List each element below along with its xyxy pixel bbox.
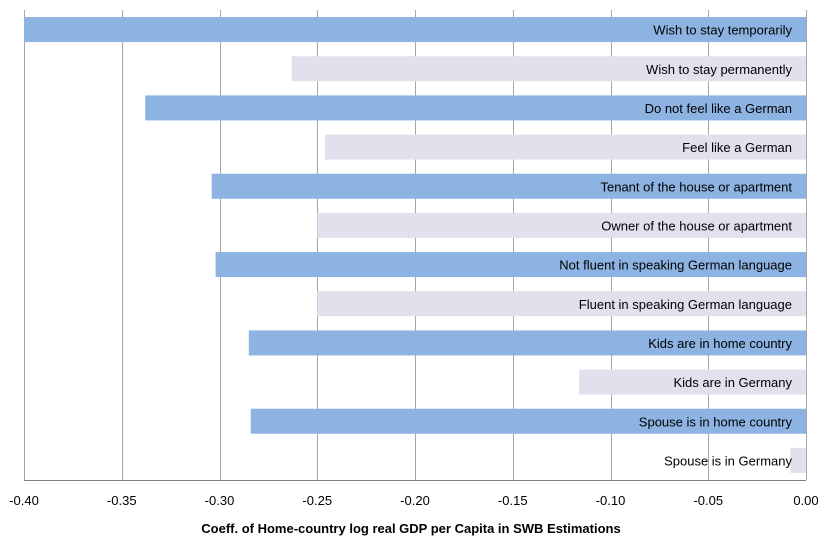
bar-label-6: Owner of the house or apartment bbox=[601, 218, 792, 233]
x-tick-label-7: -0.05 bbox=[693, 493, 723, 508]
x-tick-label-6: -0.10 bbox=[596, 493, 626, 508]
bar-label-5: Tenant of the house or apartment bbox=[600, 179, 792, 194]
x-tick-label-5: -0.15 bbox=[498, 493, 528, 508]
x-tick-label-8: 0.00 bbox=[793, 493, 818, 508]
bar-10 bbox=[579, 369, 806, 395]
bar-label-7: Not fluent in speaking German language bbox=[559, 258, 792, 273]
bar-label-2: Wish to stay permanently bbox=[646, 62, 792, 77]
bar-5 bbox=[211, 173, 806, 199]
bar-2 bbox=[291, 56, 807, 82]
x-tick-label-0: -0.40 bbox=[9, 493, 39, 508]
bar-12 bbox=[790, 447, 806, 473]
x-tick-label-2: -0.30 bbox=[205, 493, 235, 508]
bar-label-10: Kids are in Germany bbox=[674, 375, 793, 390]
x-axis-title: Coeff. of Home-country log real GDP per … bbox=[201, 521, 620, 536]
bar-label-1: Wish to stay temporarily bbox=[653, 23, 792, 38]
bar-label-9: Kids are in home country bbox=[648, 336, 792, 351]
x-tick-label-4: -0.20 bbox=[400, 493, 430, 508]
bar-8 bbox=[317, 291, 806, 317]
bar-11 bbox=[250, 408, 806, 434]
x-tick-labels: -0.40 -0.35 -0.30 -0.25 -0.20 -0.15 -0.10 -0.05… bbox=[9, 493, 818, 508]
bar-7 bbox=[215, 252, 807, 278]
x-tick-label-1: -0.35 bbox=[107, 493, 137, 508]
bar-label-12: Spouse is in Germany bbox=[664, 453, 792, 468]
bar-6 bbox=[317, 212, 806, 238]
bar-label-4: Feel like a German bbox=[682, 140, 792, 155]
category-labels: Wish to stay temporarily Wish to stay per… bbox=[559, 23, 792, 469]
bar-1 bbox=[24, 17, 806, 43]
bar-9 bbox=[248, 330, 806, 356]
bar-3 bbox=[145, 95, 806, 121]
bars bbox=[24, 17, 807, 473]
x-tick-label-3: -0.25 bbox=[302, 493, 332, 508]
gridlines bbox=[24, 10, 807, 480]
bar-label-8: Fluent in speaking German language bbox=[579, 297, 792, 312]
bar-4 bbox=[325, 134, 806, 160]
bar-label-3: Do not feel like a German bbox=[645, 101, 792, 116]
bar-label-11: Spouse is in home country bbox=[639, 414, 793, 429]
